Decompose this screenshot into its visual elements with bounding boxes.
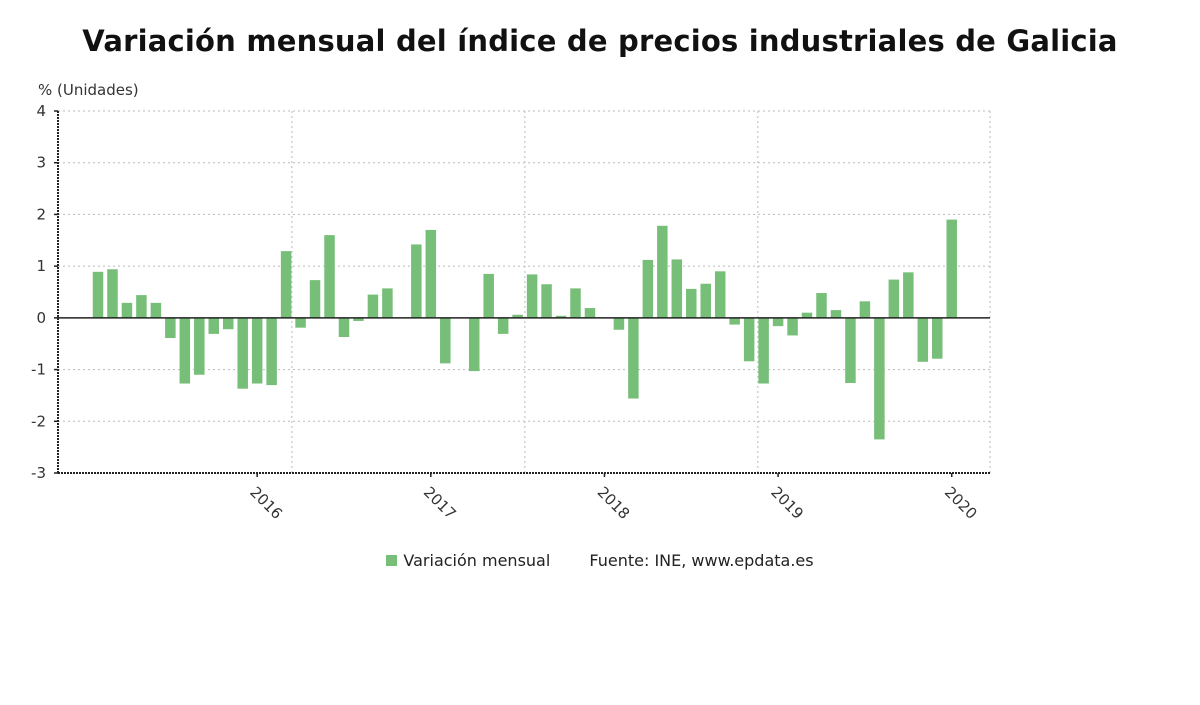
y-tick-label: 2 [36, 205, 46, 223]
axes [54, 110, 990, 477]
bar-2019-07[interactable] [859, 301, 871, 318]
bar-2019-08[interactable] [874, 317, 885, 440]
bar-2015-10[interactable] [208, 317, 220, 334]
x-tick-label: 2019 [767, 483, 807, 523]
grid-lines [58, 110, 991, 473]
bar-2016-03[interactable] [280, 251, 292, 318]
bar-2019-02[interactable] [787, 317, 798, 336]
bar-2019-03[interactable] [801, 312, 813, 318]
bar-2016-05[interactable] [309, 280, 321, 318]
bar-2015-04[interactable] [121, 302, 133, 318]
bar-2019-09[interactable] [888, 279, 900, 318]
bar-2018-11[interactable] [743, 317, 755, 362]
bar-2019-12[interactable] [932, 317, 943, 359]
y-tick-label: 4 [36, 102, 46, 120]
x-tick-label: 2017 [420, 483, 460, 523]
bar-2018-03[interactable] [628, 317, 639, 399]
bar-2017-02[interactable] [440, 317, 451, 364]
bar-2016-10[interactable] [382, 288, 393, 318]
bar-2019-10[interactable] [903, 272, 914, 318]
y-tick-label: -1 [31, 361, 46, 379]
bar-2019-11[interactable] [917, 317, 929, 362]
bar-2016-12[interactable] [411, 244, 422, 318]
bar-2015-07[interactable] [165, 317, 176, 339]
bar-2016-08[interactable] [353, 317, 364, 321]
y-tick-label: -2 [31, 412, 46, 430]
bar-2018-09[interactable] [714, 271, 726, 318]
bar-2017-11[interactable] [570, 288, 581, 318]
bar-2015-03[interactable] [107, 269, 118, 318]
bar-2017-06[interactable] [497, 317, 509, 334]
bar-2019-04[interactable] [816, 293, 827, 318]
bar-2017-04[interactable] [468, 317, 480, 372]
bar-2016-09[interactable] [367, 294, 379, 318]
bar-2018-05[interactable] [657, 225, 668, 318]
legend-item-variacion-mensual[interactable]: Variación mensual [386, 551, 550, 570]
bar-2018-10[interactable] [729, 317, 740, 325]
chart-title: Variación mensual del índice de precios … [82, 24, 1118, 58]
bar-2016-04[interactable] [295, 317, 306, 328]
bar-2018-12[interactable] [758, 317, 769, 384]
bar-2017-12[interactable] [584, 308, 596, 318]
bar-2017-08[interactable] [526, 274, 538, 318]
legend-label: Variación mensual [403, 551, 551, 570]
y-tick-label: -3 [31, 464, 46, 482]
bar-2020-01[interactable] [946, 219, 957, 318]
bar-2019-06[interactable] [845, 317, 856, 384]
bar-2019-05[interactable] [830, 310, 842, 318]
bar-2018-07[interactable] [686, 288, 697, 318]
y-tick-label: 3 [36, 154, 46, 172]
y-tick-label: 0 [36, 309, 46, 327]
bars [92, 219, 957, 440]
x-tick-label: 2016 [246, 483, 286, 523]
bar-2019-01[interactable] [772, 317, 784, 327]
bar-2017-01[interactable] [425, 229, 437, 318]
bar-2015-02[interactable] [92, 271, 104, 318]
bar-2016-06[interactable] [324, 235, 335, 318]
bar-2016-02[interactable] [266, 317, 277, 386]
x-tick-label: 2020 [941, 483, 981, 523]
bar-2016-01[interactable] [251, 317, 263, 384]
x-tick-label: 2018 [594, 483, 634, 523]
bar-2015-06[interactable] [150, 302, 162, 318]
y-axis-label: % (Unidades) [38, 81, 139, 99]
bar-2017-05[interactable] [483, 273, 494, 318]
bar-2018-04[interactable] [642, 259, 654, 318]
bar-2018-02[interactable] [613, 317, 625, 330]
bar-2015-09[interactable] [194, 317, 205, 375]
bar-2017-07[interactable] [512, 314, 523, 318]
bar-2015-05[interactable] [136, 295, 147, 318]
bar-2015-08[interactable] [179, 317, 191, 384]
bar-2015-11[interactable] [222, 317, 234, 330]
bar-2017-09[interactable] [541, 284, 552, 318]
legend: Variación mensual Fuente: INE, www.epdat… [0, 551, 1200, 570]
y-tick-label: 1 [36, 257, 46, 275]
bar-2016-07[interactable] [338, 317, 350, 337]
bar-2018-06[interactable] [671, 259, 683, 318]
bar-2018-08[interactable] [700, 283, 711, 318]
bar-2015-12[interactable] [237, 317, 248, 389]
source-note: Fuente: INE, www.epdata.es [589, 551, 814, 570]
bar-2017-10[interactable] [555, 315, 567, 318]
legend-swatch [386, 555, 398, 566]
